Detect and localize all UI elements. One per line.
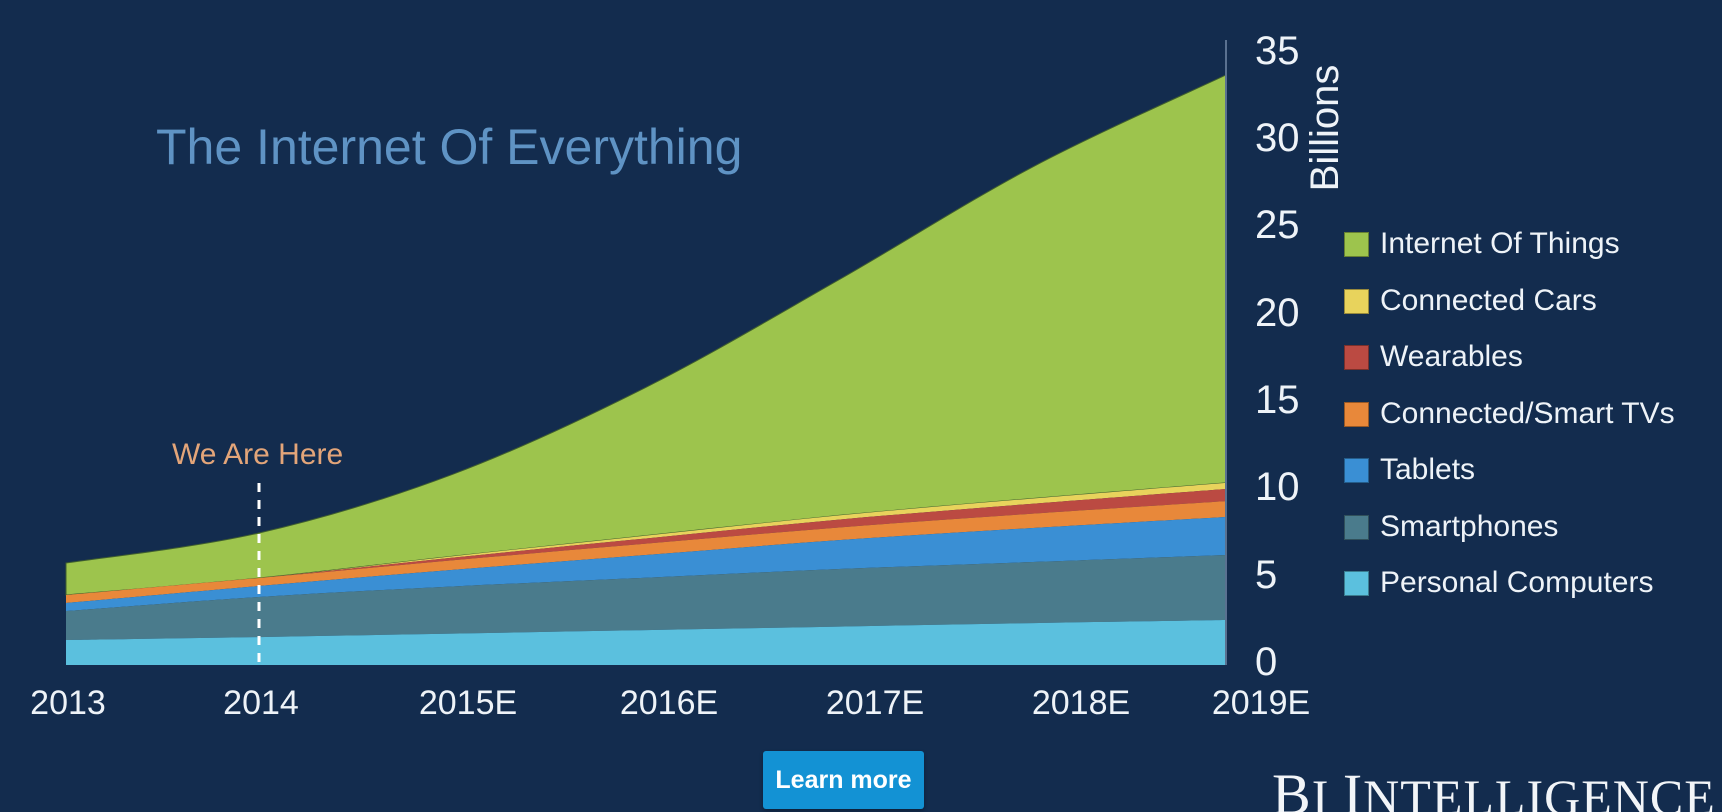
svg-text:Billions: Billions xyxy=(1303,65,1347,192)
